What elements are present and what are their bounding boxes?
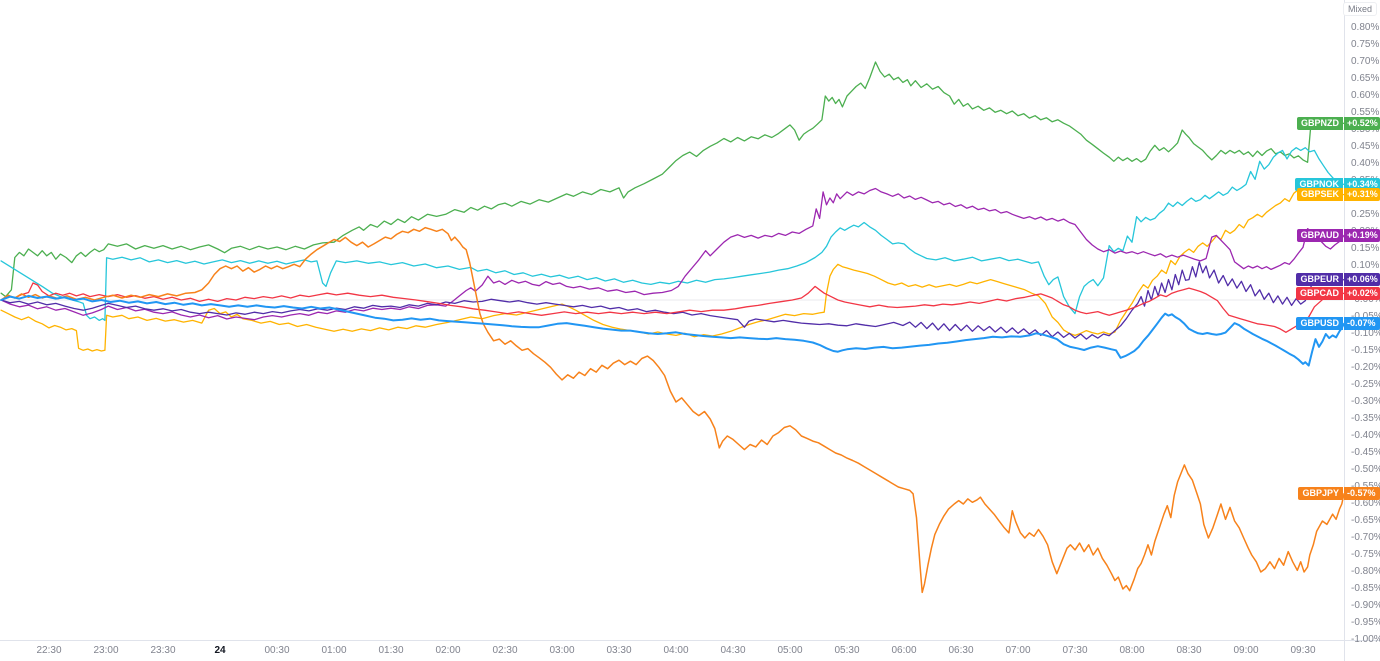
price-flag-symbol: GBPNZD [1297,116,1343,130]
price-flag-value: -0.07% [1344,317,1380,331]
series-gbpaud-line [0,187,1344,321]
series-gbpsek-line [0,180,1344,352]
time-axis-tick: 03:00 [549,645,575,656]
time-axis-tick: 04:30 [720,645,746,656]
price-axis-tick: -0.85% [1351,583,1380,594]
price-flag-gbpaud[interactable]: GBPAUD +0.19% [1296,228,1380,242]
price-scale-mode-label: Mixed [1342,2,1377,16]
series-gbpjpy-line [0,226,1344,594]
price-axis-tick: 0.40% [1351,158,1380,169]
price-axis-tick: 0.25% [1351,209,1380,220]
price-flag-value: -0.57% [1344,487,1380,501]
price-axis-tick: 0.60% [1351,90,1380,101]
price-axis-tick: -1.00% [1351,634,1380,645]
price-axis-tick: -0.40% [1351,430,1380,441]
time-axis-tick: 02:00 [435,645,461,656]
price-flag-gbpnok[interactable]: GBPNOK +0.34% [1295,177,1380,191]
time-axis-tick: 04:00 [663,645,689,656]
price-axis-tick: 0.75% [1351,39,1380,50]
price-flag-symbol: GBPEUR [1296,273,1343,287]
price-axis-separator [1344,0,1345,661]
time-axis-tick: 06:30 [948,645,974,656]
time-axis-tick: 22:30 [36,645,62,656]
price-axis-tick: -0.10% [1351,328,1380,339]
price-axis-tick: -0.35% [1351,413,1380,424]
price-flag-value: +0.52% [1344,116,1380,130]
time-axis-tick: 07:30 [1062,645,1088,656]
price-flag-gbpsek[interactable]: GBPSEK +0.31% [1296,188,1380,202]
price-flag-symbol: GBPNOK [1295,177,1343,191]
price-flag-gbpeur[interactable]: GBPEUR +0.06% [1296,273,1380,287]
time-axis-tick: 05:30 [834,645,860,656]
time-axis-tick: 23:00 [93,645,119,656]
time-axis-tick: 05:00 [777,645,803,656]
series-gbpcad-line [0,282,1344,333]
time-axis-tick: 00:30 [264,645,290,656]
price-flag-value: +0.02% [1344,286,1380,300]
price-flag-symbol: GBPUSD [1296,317,1343,331]
time-axis-tick: 01:30 [378,645,404,656]
time-axis-separator [0,640,1380,641]
price-flag-gbpusd[interactable]: GBPUSD -0.07% [1296,317,1380,331]
time-axis-tick: 08:00 [1119,645,1145,656]
price-axis-tick: -0.20% [1351,362,1380,373]
time-axis-tick: 02:30 [492,645,518,656]
price-flag-value: +0.34% [1344,177,1380,191]
time-axis[interactable]: 22:30 23:00 23:30 24 00:30 01:00 01:30 02:00 02:… [0,641,1380,661]
price-axis-tick: -0.80% [1351,566,1380,577]
price-axis-tick: 0.80% [1351,22,1380,33]
price-axis-tick: -0.95% [1351,617,1380,628]
price-axis-tick: 0.45% [1351,141,1380,152]
price-flag-value: +0.19% [1344,228,1380,242]
price-axis-tick: -0.30% [1351,396,1380,407]
time-axis-tick: 09:30 [1290,645,1316,656]
time-axis-tick: 07:00 [1005,645,1031,656]
series-gbpusd-line [0,294,1344,367]
time-axis-tick: 08:30 [1176,645,1202,656]
price-axis-tick: -0.15% [1351,345,1380,356]
price-axis-tick: -0.55% [1345,481,1380,493]
price-flag-value: +0.31% [1344,188,1380,202]
price-flag-symbol: GBPAUD [1296,228,1343,242]
time-axis-tick: 03:30 [606,645,632,656]
time-axis-tick: 24 [214,645,226,656]
price-axis-tick: 0.15% [1351,243,1380,254]
series-gbpnok-line [0,147,1344,322]
price-flag-symbol: GBPSEK [1296,188,1343,202]
price-axis-tick: 0.65% [1351,73,1380,84]
time-axis-tick: 09:00 [1233,645,1259,656]
price-axis-tick: 0.55% [1351,107,1380,118]
price-axis-tick: -0.75% [1351,549,1380,560]
series-gbpeur-line [0,261,1344,340]
time-axis-tick: 23:30 [150,645,176,656]
price-axis-tick: -0.70% [1351,532,1380,543]
price-axis-tick: -0.25% [1351,379,1380,390]
price-flag-symbol: GBPCAD [1295,286,1343,300]
price-flag-symbol: GBPJPY [1298,487,1343,501]
price-flag-gbpjpy[interactable]: GBPJPY -0.57% [1298,487,1380,501]
series-gbpnzd-line [0,61,1344,298]
price-axis-tick: -0.45% [1351,447,1380,458]
price-axis-tick: -0.90% [1351,600,1380,611]
price-axis-tick: -0.65% [1351,515,1380,526]
price-flags: GBPNZD +0.52% GBPNOK +0.34% GBPSEK +0.31… [1295,116,1380,501]
price-axis-tick: -0.50% [1351,464,1380,475]
price-flag-gbpcad[interactable]: GBPCAD +0.02% [1295,286,1380,300]
price-axis-tick: -0.60% [1351,498,1380,509]
time-axis-tick: 06:00 [891,645,917,656]
time-axis-tick: 01:00 [321,645,347,656]
price-flag-gbpnzd[interactable]: GBPNZD +0.52% [1297,116,1380,130]
price-axis-tick: 0.10% [1351,260,1380,271]
price-axis-tick: 0.70% [1351,56,1380,67]
price-flag-value: +0.06% [1344,273,1380,287]
price-axis-tick: -0.05% [1345,311,1380,323]
